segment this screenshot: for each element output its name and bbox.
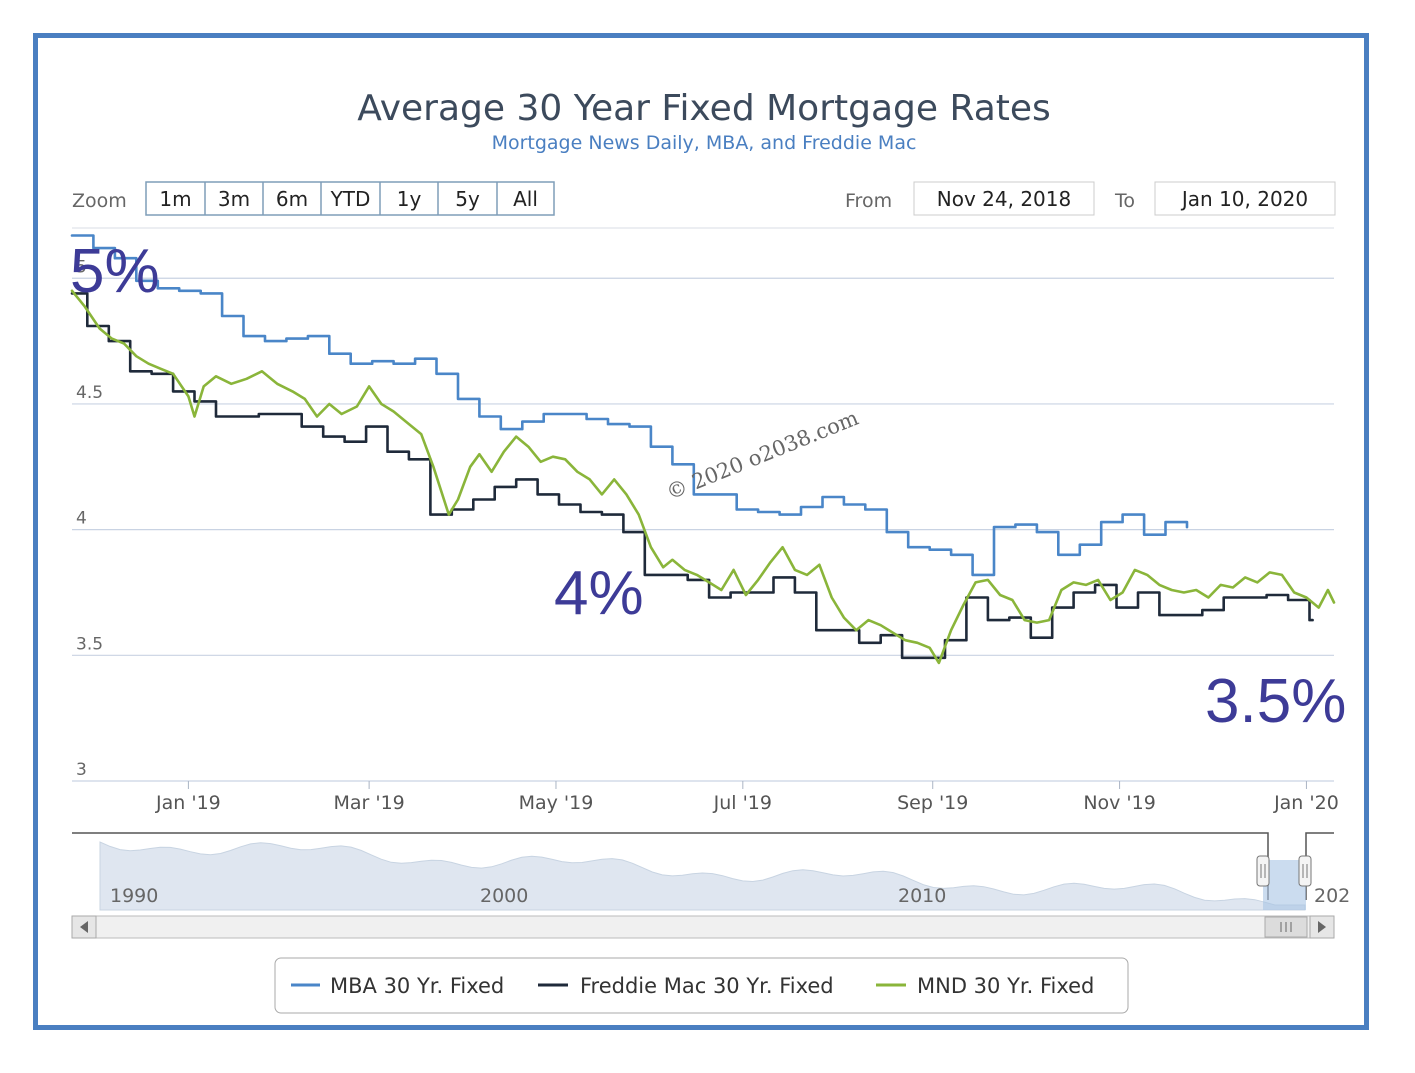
zoom-button-label: YTD <box>330 187 371 211</box>
legend-item-freddie[interactable]: Freddie Mac 30 Yr. Fixed <box>580 974 834 998</box>
navigator-year-2020: 202 <box>1314 885 1350 907</box>
annotation-4-percent: 4% <box>554 559 644 628</box>
y-tick-label: 4 <box>76 509 87 529</box>
to-label: To <box>1114 190 1135 212</box>
x-tick-label: May '19 <box>519 792 594 814</box>
navigator: 1990 2000 2010 202 <box>72 832 1350 911</box>
scrollbar-track[interactable] <box>71 915 1335 939</box>
chart-subtitle: Mortgage News Daily, MBA, and Freddie Ma… <box>492 132 917 154</box>
zoom-button-label: 1y <box>397 187 422 211</box>
from-date-value: Nov 24, 2018 <box>937 187 1071 211</box>
y-tick-label: 3 <box>76 760 87 780</box>
scrollbar <box>71 915 1335 939</box>
y-tick-label: 5 <box>76 257 87 277</box>
annotation-5-percent: 5% <box>70 237 160 306</box>
zoom-button-label: 6m <box>276 187 308 211</box>
chart-title: Average 30 Year Fixed Mortgage Rates <box>357 88 1051 129</box>
navigator-right-handle[interactable] <box>1298 855 1312 887</box>
x-tick-label: Nov '19 <box>1083 792 1156 814</box>
zoom-buttons: 1m 3m 6m YTD 1y 5y All <box>145 181 555 216</box>
series-line-mnd <box>70 289 1336 665</box>
x-tick-label: Sep '19 <box>897 792 968 814</box>
grid-lines <box>72 227 1334 782</box>
x-tick-label: Jan '20 <box>1273 792 1339 814</box>
zoom-button-group <box>145 181 555 216</box>
legend: MBA 30 Yr. Fixed Freddie Mac 30 Yr. Fixe… <box>274 957 1129 1014</box>
series-line-freddie <box>70 292 1314 660</box>
zoom-label: Zoom <box>72 190 127 212</box>
to-date-input[interactable] <box>1154 181 1336 216</box>
navigator-area <box>99 841 1306 911</box>
zoom-button-label: All <box>513 187 538 211</box>
zoom-button-label: 3m <box>218 187 250 211</box>
y-tick-label: 4.5 <box>76 383 103 403</box>
arrow-right-icon <box>1318 921 1326 933</box>
annotation-3-5-percent: 3.5% <box>1205 667 1346 736</box>
series-line-mba <box>70 234 1189 577</box>
navigator-year-1990: 1990 <box>110 885 158 907</box>
x-tick-label: Mar '19 <box>333 792 404 814</box>
legend-item-mnd[interactable]: MND 30 Yr. Fixed <box>917 974 1094 998</box>
from-label: From <box>845 190 892 212</box>
series-lines <box>70 234 1336 665</box>
navigator-left-handle[interactable] <box>1256 855 1270 887</box>
navigator-year-2010: 2010 <box>898 885 946 907</box>
x-tick-label: Jul '19 <box>713 792 772 814</box>
y-tick-label: 3.5 <box>76 634 103 654</box>
x-axis-ticks: Jan '19 Mar '19 May '19 Jul '19 Sep '19 Nov '… <box>155 781 1339 814</box>
zoom-button-label: 1m <box>159 187 191 211</box>
legend-box <box>274 957 1129 1014</box>
y-axis-ticks: 3 3.5 4 4.5 5 <box>76 257 103 780</box>
to-date-value: Jan 10, 2020 <box>1180 187 1308 211</box>
zoom-button-label: 5y <box>455 187 480 211</box>
navigator-year-2000: 2000 <box>480 885 528 907</box>
arrow-left-icon <box>80 921 88 933</box>
from-date-input[interactable] <box>913 181 1095 216</box>
legend-item-mba[interactable]: MBA 30 Yr. Fixed <box>330 974 504 998</box>
watermark: © 2020 o2038.com <box>663 406 862 505</box>
x-tick-label: Jan '19 <box>155 792 221 814</box>
